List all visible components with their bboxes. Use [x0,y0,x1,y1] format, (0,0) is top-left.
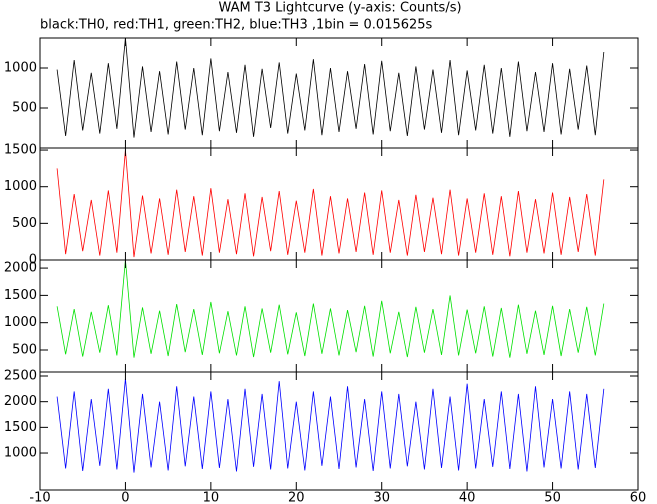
y-tick-label: 500 [12,216,37,231]
x-tick-label: 0 [121,491,129,504]
x-tick-label: 50 [544,491,561,504]
y-tick-label: 2000 [4,261,37,276]
y-tick-label: 500 [12,101,37,116]
chart-subtitle: black:TH0, red:TH1, green:TH2, blue:TH3 … [40,18,433,33]
lightcurve [56,259,605,358]
y-tick-label: 1500 [4,288,37,303]
y-tick-label: 1000 [4,179,37,194]
y-tick-label: 0 [29,253,37,268]
lightcurve [56,378,605,473]
y-tick-label: 1500 [4,143,37,158]
y-tick-label: 1000 [4,61,37,76]
x-tick-label: 30 [373,491,390,504]
lightcurve [56,150,605,258]
y-tick-label: 1000 [4,446,37,461]
chart-title: WAM T3 Lightcurve (y-axis: Counts/s) [218,1,461,16]
y-tick-label: 1500 [4,420,37,435]
x-tick-label: 60 [630,491,647,504]
y-tick-label: 2500 [4,369,37,384]
panel-frame [39,371,639,491]
lightcurve [56,37,605,138]
x-tick-label: 40 [459,491,476,504]
y-tick-label: 2000 [4,394,37,409]
x-tick-label: 20 [288,491,305,504]
x-tick-label: -10 [29,491,50,504]
x-tick-label: 10 [203,491,220,504]
y-tick-label: 1000 [4,315,37,330]
y-tick-label: 500 [12,342,37,357]
